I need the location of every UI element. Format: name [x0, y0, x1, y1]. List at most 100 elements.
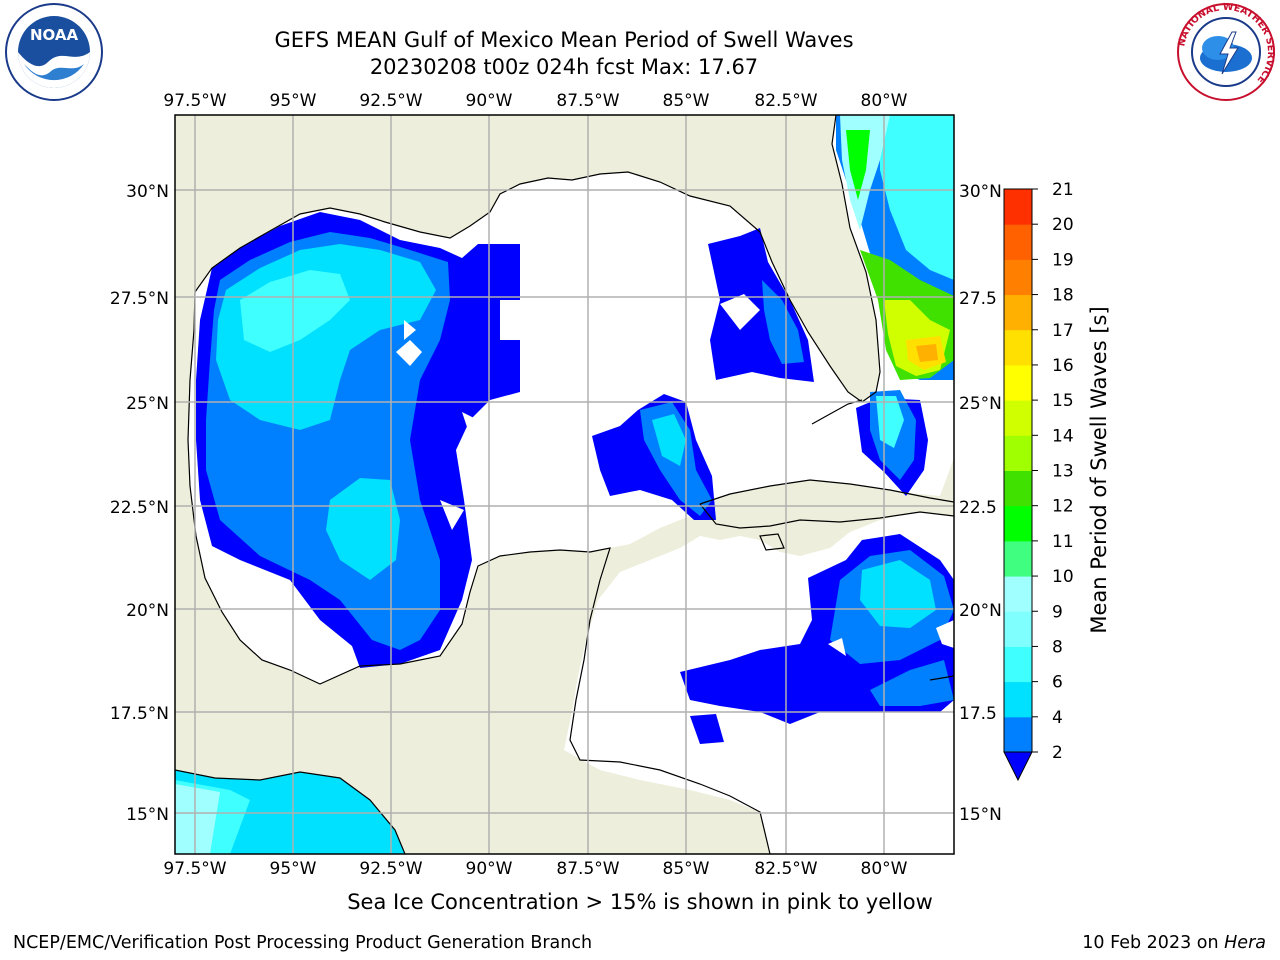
- colorbar-swatch: [1004, 329, 1032, 366]
- lon-label-bottom: 92.5°W: [359, 859, 422, 879]
- noaa-logo: NOAA: [5, 3, 103, 101]
- colorbar-tick-label: 17: [1052, 321, 1074, 341]
- lat-label-right: 20°N: [959, 601, 1002, 621]
- chart-subtitle: 20230208 t00z 024h fcst Max: 17.67: [369, 55, 759, 79]
- colorbar-tick-label: 19: [1052, 250, 1074, 270]
- colorbar-extend-arrow: [1003, 751, 1033, 782]
- colorbar-swatch: [1004, 470, 1032, 507]
- lat-label-left: 20°N: [126, 601, 169, 621]
- lat-label-right: 22.5: [959, 498, 997, 518]
- colorbar-swatch: [1004, 611, 1032, 647]
- colorbar-ticks: 21 20 19 18 17 16 15 14 13 12 11 10 9 8 6 4 2: [1032, 180, 1074, 763]
- lon-label-top: 80°W: [861, 91, 908, 111]
- lon-label-top: 90°W: [466, 91, 513, 111]
- colorbar-swatch: [1004, 364, 1032, 401]
- swell-period-contours: [175, 115, 954, 854]
- colorbar-swatch: [1004, 576, 1032, 612]
- contour-gap: [404, 320, 416, 340]
- footer-credit: NCEP/EMC/Verification Post Processing Pr…: [13, 933, 593, 953]
- colorbar-tick-label: 8: [1052, 637, 1063, 657]
- lat-labels-right: 30°N 27.5 25°N 22.5 20°N 17.5 15°N: [959, 182, 1002, 825]
- noaa-logo-text: NOAA: [30, 26, 79, 44]
- colorbar-swatch: [1004, 435, 1032, 471]
- contour-gap: [462, 412, 478, 436]
- swell-band-11s-atlantic: [846, 130, 870, 200]
- colorbar-swatch: [1004, 681, 1032, 718]
- lon-labels-top: 97.5°W 95°W 92.5°W 90°W 87.5°W 85°W 82.5…: [163, 91, 907, 111]
- colorbar-swatch: [1004, 400, 1032, 436]
- contour-gap: [720, 294, 760, 330]
- colorbar-swatches: [1004, 189, 1032, 753]
- footer-date: 10 Feb 2023 on Hera: [1082, 933, 1266, 953]
- colorbar-swatch: [1004, 224, 1032, 260]
- swell-band-4s-caribbean-south: [870, 660, 954, 706]
- nws-logo: NATIONAL WEATHER SERVICE: [1176, 2, 1276, 101]
- footer-host: Hera: [1224, 933, 1266, 953]
- coastline-hispaniola-jamaica: [759, 533, 954, 681]
- lat-label-right: 17.5: [959, 704, 997, 724]
- swell-band-8s-western-gulf: [240, 270, 350, 352]
- lat-label-left: 17.5°N: [110, 704, 169, 724]
- lat-label-right: 30°N: [959, 182, 1002, 202]
- lon-label-bottom: 85°W: [663, 859, 710, 879]
- coastline-gulf: [194, 115, 881, 403]
- colorbar-tick-label: 16: [1052, 356, 1074, 376]
- lon-label-top: 95°W: [270, 91, 317, 111]
- coastline-mexico: [187, 291, 771, 854]
- colorbar-swatch: [1004, 540, 1032, 577]
- colorbar-tick-label: 15: [1052, 391, 1074, 411]
- colorbar-tick-label: 11: [1052, 532, 1074, 552]
- colorbar-swatch: [1004, 189, 1032, 225]
- colorbar-tick-label: 18: [1052, 286, 1074, 306]
- swell-band-6s-western-gulf-south: [326, 478, 400, 580]
- lon-label-bottom: 82.5°W: [754, 859, 817, 879]
- lat-label-left: 25°N: [126, 394, 169, 414]
- colorbar-tick-label: 2: [1052, 743, 1063, 763]
- lat-label-right: 15°N: [959, 805, 1002, 825]
- colorbar-tick-label: 13: [1052, 462, 1074, 482]
- lat-label-left: 22.5°N: [110, 498, 169, 518]
- chart-title: GEFS MEAN Gulf of Mexico Mean Period of …: [274, 28, 854, 52]
- colorbar-tick-label: 14: [1052, 426, 1074, 446]
- swell-band-9s-pacific: [175, 784, 220, 854]
- swell-band-8s-florida-straits: [876, 396, 904, 448]
- contour-gap: [396, 340, 422, 366]
- lat-label-left: 15°N: [126, 805, 169, 825]
- lat-label-left: 30°N: [126, 182, 169, 202]
- colorbar-swatch: [1004, 259, 1032, 296]
- contour-gap: [936, 620, 954, 648]
- swell-band-8s-atlantic: [880, 115, 954, 280]
- swell-band-6s-yucatan: [652, 414, 686, 466]
- map-frame: [174, 114, 955, 855]
- swell-band-2s-small-patch: [690, 714, 724, 744]
- lon-label-bottom: 80°W: [861, 859, 908, 879]
- footer-date-text: 10 Feb 2023 on: [1082, 933, 1225, 953]
- colorbar-tick-label: 9: [1052, 602, 1063, 622]
- colorbar-tick-label: 10: [1052, 567, 1074, 587]
- lon-label-bottom: 90°W: [466, 859, 513, 879]
- lon-label-top: 97.5°W: [163, 91, 226, 111]
- lon-label-top: 92.5°W: [359, 91, 422, 111]
- colorbar-tick-label: 21: [1052, 180, 1074, 200]
- colorbar-swatch: [1004, 646, 1032, 683]
- colorbar-tick-label: 6: [1052, 673, 1063, 693]
- lon-label-bottom: 97.5°W: [163, 859, 226, 879]
- coastline-cuba: [699, 479, 954, 529]
- lon-label-top: 87.5°W: [556, 91, 619, 111]
- lat-labels-left: 30°N 27.5°N 25°N 22.5°N 20°N 17.5°N 15°N: [110, 182, 169, 825]
- map-gridlines: [175, 115, 954, 854]
- colorbar-swatch: [1004, 716, 1032, 753]
- colorbar-swatch: [1004, 294, 1032, 331]
- colorbar-label: Mean Period of Swell Waves [s]: [1087, 306, 1111, 633]
- lon-label-top: 85°W: [663, 91, 710, 111]
- swell-band-17s-atlantic: [916, 344, 938, 362]
- colorbar-swatch: [1004, 505, 1032, 542]
- swell-band-6s-caribbean: [860, 560, 936, 628]
- sea-ice-footnote: Sea Ice Concentration > 15% is shown in …: [347, 890, 933, 914]
- colorbar-tick-label: 20: [1052, 215, 1074, 235]
- swell-band-4s-eastern-gulf: [762, 280, 804, 364]
- map-plot-area: [175, 115, 954, 854]
- lon-label-bottom: 87.5°W: [556, 859, 619, 879]
- lat-label-right: 27.5: [959, 289, 997, 309]
